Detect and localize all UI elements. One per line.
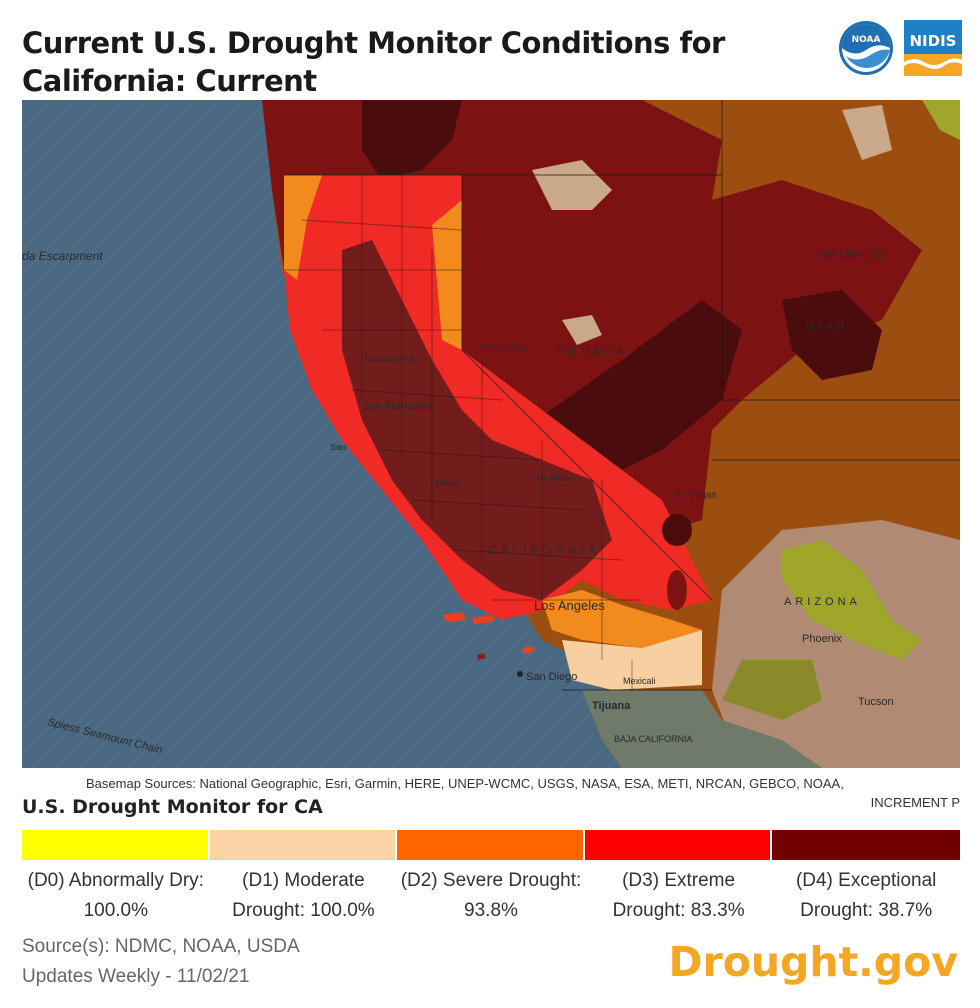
legend-swatch-d1 (209, 830, 398, 860)
legend-label-d3: (D3) Extreme Drought: 83.3% (612, 870, 745, 921)
legend-label-d4: (D4) Exceptional Drought: 38.7% (795, 870, 937, 921)
region-d0-north (842, 105, 892, 160)
label-san: San (330, 442, 346, 452)
region-d4-utah (782, 290, 882, 380)
label-sacramento: Sacramento (364, 354, 418, 365)
region-d4-vegas (662, 514, 692, 546)
region-d4-nevada (522, 300, 742, 470)
drought-legend: (D0) Abnormally Dry: 100.0% (D1) Moderat… (22, 830, 960, 926)
nidis-logo-icon[interactable]: NIDIS (904, 20, 962, 76)
update-line: Updates Weekly - 11/02/21 (22, 966, 250, 987)
drought-map[interactable]: da Escarpment Spiess Seamount Chain Salt… (22, 100, 960, 768)
label-nevada: NEVADA (556, 344, 628, 358)
label-salt-lake-city: Salt Lake City (817, 249, 885, 261)
region-d3-desert (667, 570, 687, 610)
legend-label-d1: (D1) Moderate Drought: 100.0% (232, 870, 375, 921)
region-d0-nevada (532, 160, 612, 210)
legend-item-d2: (D2) Severe Drought: 93.8% (397, 830, 585, 926)
label-phoenix: Phoenix (802, 633, 842, 645)
label-arizona: ARIZONA (784, 596, 861, 608)
region-d4-central-valley (342, 240, 612, 600)
county-lines (284, 175, 642, 690)
legend-item-d0: (D0) Abnormally Dry: 100.0% (22, 830, 210, 926)
page-title: Current U.S. Drought Monitor Conditions … (22, 26, 725, 98)
logo-group: NOAA NIDIS (838, 20, 962, 76)
label-san-francisco: San Francisco (362, 401, 432, 413)
legend-title: U.S. Drought Monitor for CA (22, 796, 323, 818)
label-tucson: Tucson (858, 696, 894, 708)
basemap-attribution: Basemap Sources: National Geographic, Es… (86, 776, 844, 791)
label-las-vegas: Las Vegas (670, 490, 717, 501)
region-d1-south (562, 630, 702, 690)
legend-item-d3: (D3) Extreme Drought: 83.3% (584, 830, 773, 926)
region-ne-green (922, 100, 960, 140)
region-d4-oregon (362, 100, 462, 180)
legend-label-d0: (D0) Abnormally Dry: 100.0% (27, 870, 204, 921)
label-utah: UTAH (806, 321, 847, 333)
label-san-diego: San Diego (526, 671, 577, 683)
drought-gov-link[interactable]: Drought.gov (668, 938, 958, 986)
state-borders (284, 100, 960, 691)
mexico-land (582, 690, 822, 768)
region-d2-nw-coast (284, 175, 322, 280)
region-d2-sierra (432, 200, 462, 350)
legend-swatch-d2 (397, 830, 585, 860)
region-d2-south (542, 590, 702, 648)
label-baja-california: BAJA CALIFORNIA (614, 734, 693, 744)
label-mexicali: Mexicali (623, 676, 656, 686)
legend-swatch-d4 (772, 830, 960, 860)
legend-swatch-d0 (22, 830, 210, 860)
source-info: Source(s): NDMC, NOAA, USDA Updates Week… (22, 932, 300, 992)
label-carson-city: Carson City (480, 342, 528, 352)
basemap-attribution-line2: INCREMENT P (870, 795, 960, 810)
label-fresno: Fresno (430, 478, 462, 489)
label-mt-whitney: Mt Whitney (537, 474, 577, 483)
legend-label-d2: (D2) Severe Drought: 93.8% (400, 870, 582, 921)
region-d0-small (562, 315, 602, 345)
label-tijuana: Tijuana (592, 700, 631, 712)
noaa-logo-text: NOAA (852, 35, 881, 45)
region-arizona-green-2 (722, 660, 822, 720)
legend-swatch-d3 (584, 830, 773, 860)
label-los-angeles: Los Angeles (534, 598, 605, 613)
label-california: CALIFORNIA (488, 543, 600, 557)
legend-item-d4: (D4) Exceptional Drought: 38.7% (772, 830, 960, 926)
region-arizona-green (782, 540, 922, 660)
source-line: Source(s): NDMC, NOAA, USDA (22, 936, 300, 957)
noaa-logo-icon[interactable]: NOAA (838, 20, 894, 76)
legend-item-d1: (D1) Moderate Drought: 100.0% (209, 830, 398, 926)
label-escarpment: da Escarpment (22, 249, 103, 263)
nidis-logo-text: NIDIS (910, 32, 957, 50)
map-canvas[interactable]: da Escarpment Spiess Seamount Chain Salt… (22, 100, 960, 768)
